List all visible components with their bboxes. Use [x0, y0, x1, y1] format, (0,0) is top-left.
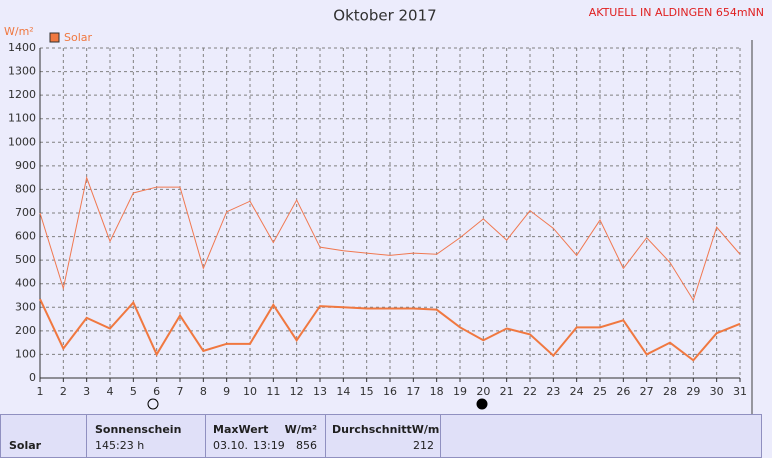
x-tick-label: 9	[223, 385, 230, 398]
x-tick-label: 7	[177, 385, 184, 398]
chart-title: Oktober 2017	[333, 7, 436, 25]
y-tick-label: 300	[15, 300, 36, 313]
x-tick-label: 13	[313, 385, 327, 398]
x-tick-label: 12	[290, 385, 304, 398]
y-tick-label: 700	[15, 206, 36, 219]
x-tick-label: 27	[640, 385, 654, 398]
x-tick-label: 19	[453, 385, 467, 398]
x-tick-label: 15	[360, 385, 374, 398]
x-tick-label: 16	[383, 385, 397, 398]
x-tick-label: 14	[336, 385, 350, 398]
row-label: Solar	[9, 439, 42, 452]
x-tick-label: 6	[153, 385, 160, 398]
table-value: 13:19	[253, 439, 285, 452]
table-header: MaxWert	[213, 423, 269, 436]
x-tick-label: 22	[523, 385, 537, 398]
x-tick-label: 29	[686, 385, 700, 398]
x-tick-label: 25	[593, 385, 607, 398]
x-tick-label: 21	[500, 385, 514, 398]
x-tick-label: 23	[546, 385, 560, 398]
y-tick-label: 500	[15, 253, 36, 266]
x-tick-label: 4	[107, 385, 114, 398]
table-value: 145:23 h	[95, 439, 145, 452]
x-tick-label: 30	[710, 385, 724, 398]
y-tick-label: 100	[15, 347, 36, 360]
x-tick-label: 31	[733, 385, 747, 398]
x-tick-label: 8	[200, 385, 207, 398]
x-tick-label: 28	[663, 385, 677, 398]
table-cell: MaxWert W/m² 03.10. 13:19 856	[205, 414, 326, 458]
moon-new	[476, 398, 488, 410]
y-tick-label: 1000	[8, 135, 36, 148]
x-tick-label: 18	[430, 385, 444, 398]
table-header: W/m²	[284, 423, 317, 436]
x-tick-label: 20	[476, 385, 490, 398]
table-header: Sonnenschein	[95, 423, 182, 436]
table-cell: Sonnenschein 145:23 h	[86, 414, 206, 458]
y-tick-label: 800	[15, 182, 36, 195]
chart: Oktober 2017 AKTUELL IN ALDINGEN 654mNN …	[4, 6, 764, 414]
x-tick-label: 10	[243, 385, 257, 398]
y-tick-label: 0	[29, 371, 36, 384]
y-tick-label: 900	[15, 159, 36, 172]
data-line	[39, 298, 741, 362]
table-header: DurchschnittW/m²	[332, 423, 445, 436]
station-label: AKTUELL IN ALDINGEN 654mNN	[589, 6, 764, 19]
y-tick-label: 200	[15, 324, 36, 337]
y-tick-label: 400	[15, 277, 36, 290]
y-tick-label: 1100	[8, 112, 36, 125]
y-tick-label: 1200	[8, 88, 36, 101]
x-tick-label: 5	[130, 385, 137, 398]
table-cell: DurchschnittW/m² 212	[325, 414, 445, 458]
y-tick-label: 1400	[8, 41, 36, 54]
x-tick-label: 3	[83, 385, 90, 398]
table-value: 856	[296, 439, 317, 452]
data-line	[39, 175, 741, 302]
x-tick-label: 1	[37, 385, 44, 398]
x-tick-label: 11	[266, 385, 280, 398]
y-tick-label: 600	[15, 230, 36, 243]
x-tick-label: 26	[616, 385, 630, 398]
y-axis-label: W/m²	[4, 25, 34, 38]
table-value: 03.10.	[213, 439, 248, 452]
legend-label: Solar	[64, 31, 93, 44]
y-tick-label: 1300	[8, 65, 36, 78]
x-tick-label: 17	[406, 385, 420, 398]
moon-full	[147, 398, 159, 410]
x-tick-label: 24	[570, 385, 584, 398]
table-value: 212	[413, 439, 434, 452]
legend-swatch	[49, 32, 60, 43]
table-cell: Solar	[0, 414, 87, 458]
x-tick-label: 2	[60, 385, 67, 398]
table-cell	[440, 414, 762, 458]
